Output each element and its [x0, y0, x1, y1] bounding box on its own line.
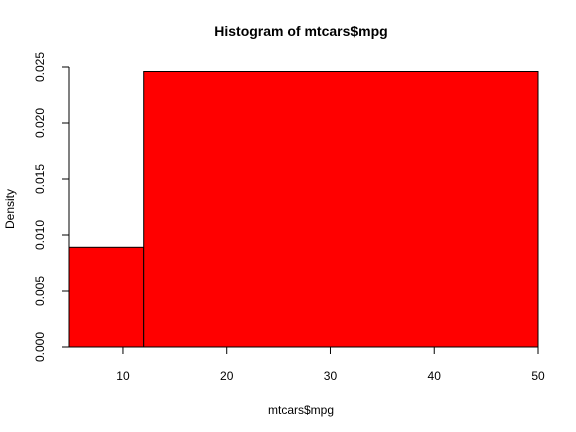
x-axis-label: mtcars$mpg [268, 403, 334, 417]
y-axis: 0.000 0.005 0.010 0.015 0.020 0.025 [33, 52, 70, 362]
histogram-bar [143, 71, 539, 348]
bars-group [68, 71, 539, 348]
histogram-bar [68, 246, 145, 348]
y-tick-label: 0.005 [33, 276, 47, 306]
x-axis: 10 20 30 40 50 [116, 346, 545, 383]
chart-title: Histogram of mtcars$mpg [214, 23, 387, 39]
x-tick-label: 40 [428, 369, 442, 383]
y-axis-label: Density [3, 189, 17, 229]
y-tick-label: 0.025 [33, 52, 47, 82]
y-tick-label: 0.010 [33, 220, 47, 250]
y-tick-label: 0.000 [33, 332, 47, 362]
x-tick-label: 50 [531, 369, 545, 383]
x-tick-label: 20 [220, 369, 234, 383]
y-tick-label: 0.015 [33, 164, 47, 194]
x-tick-label: 10 [116, 369, 130, 383]
x-tick-label: 30 [324, 369, 338, 383]
y-tick-label: 0.020 [33, 108, 47, 138]
